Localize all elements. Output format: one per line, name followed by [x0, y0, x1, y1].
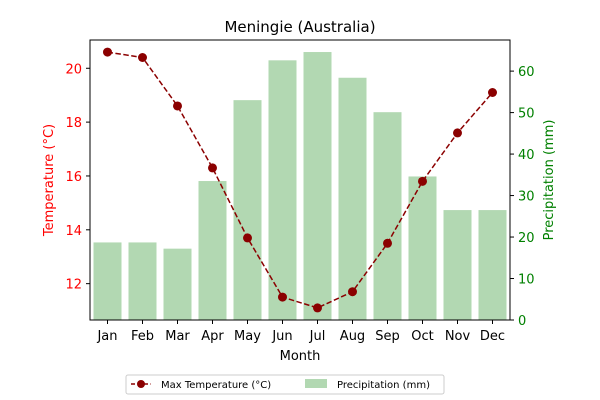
temperature-point: [243, 233, 252, 243]
right-y-tick-label: 30: [518, 190, 535, 205]
precipitation-bar: [198, 181, 227, 320]
temperature-point: [173, 101, 182, 111]
right-y-tick-label: 50: [518, 107, 535, 122]
precipitation-bar: [93, 242, 122, 320]
x-tick-label: Mar: [165, 329, 190, 344]
left-y-tick-label: 16: [65, 170, 82, 185]
temperature-line-path: [107, 51, 494, 309]
temperature-point: [313, 303, 322, 313]
left-axis-label: Temperature (°C): [42, 124, 57, 237]
precipitation-bar: [268, 60, 297, 320]
temperature-point: [488, 88, 497, 97]
right-y-tick-label: 0: [518, 314, 526, 329]
x-tick-label: Apr: [201, 329, 224, 344]
temperature-point: [453, 128, 462, 138]
temperature-point: [278, 292, 287, 302]
precipitation-bar: [443, 210, 472, 320]
legend-line-swatch: [131, 380, 151, 388]
temperature-point: [138, 53, 147, 62]
temperature-point: [208, 163, 217, 173]
right-y-tick-label: 20: [518, 231, 535, 246]
precipitation-bar: [303, 52, 332, 320]
temperature-point: [383, 238, 392, 248]
left-y-tick-label: 14: [65, 224, 82, 239]
right-y-axis: 0 10 20 30 40 50 60: [510, 65, 535, 329]
precipitation-bar: [338, 77, 367, 321]
legend-box: [125, 374, 445, 395]
x-axis-label: Month: [280, 349, 321, 364]
x-tick-label: Sep: [375, 329, 400, 344]
right-y-tick-label: 40: [518, 148, 535, 163]
x-axis: Jan Feb Mar Apr May Jun Jul Aug Sep Oct Nov Dec: [96, 320, 505, 344]
legend-label-temperature: Max Temperature (°C): [161, 380, 271, 391]
left-y-tick-label: 20: [65, 62, 82, 77]
precipitation-bar: [478, 210, 507, 320]
precipitation-bar: [128, 242, 157, 320]
x-tick-label: Nov: [445, 329, 471, 344]
right-y-tick-label: 10: [518, 273, 535, 288]
x-tick-label: Dec: [480, 329, 505, 344]
x-tick-label: Jul: [309, 329, 326, 344]
legend: Max Temperature (°C) Precipitation (mm): [125, 374, 445, 395]
legend-label-precipitation: Precipitation (mm): [337, 380, 430, 391]
legend-bar-swatch: [305, 379, 327, 388]
plot-frame: [89, 39, 511, 321]
x-tick-label: Aug: [340, 329, 365, 344]
chart-title: Meningie (Australia): [224, 18, 375, 36]
temperature-point: [418, 176, 427, 186]
left-y-axis: 12 14 16 18 20: [65, 62, 90, 293]
right-axis-label: Precipitation (mm): [542, 120, 557, 241]
x-tick-label: Feb: [131, 329, 154, 344]
left-y-tick-label: 18: [65, 116, 82, 131]
left-y-tick-label: 12: [65, 278, 82, 293]
precipitation-bar: [163, 248, 192, 320]
temperature-line: [103, 47, 497, 313]
x-tick-label: Jan: [96, 329, 117, 344]
precipitation-bar: [373, 112, 402, 320]
right-y-tick-label: 60: [518, 65, 535, 80]
x-tick-label: Jun: [271, 329, 292, 344]
x-tick-label: May: [234, 329, 261, 344]
precipitation-bar: [408, 176, 437, 320]
x-tick-label: Oct: [411, 329, 433, 344]
temperature-point: [103, 47, 112, 57]
precipitation-bars: [93, 52, 507, 321]
temperature-point: [348, 287, 357, 297]
precipitation-bar: [233, 100, 262, 320]
